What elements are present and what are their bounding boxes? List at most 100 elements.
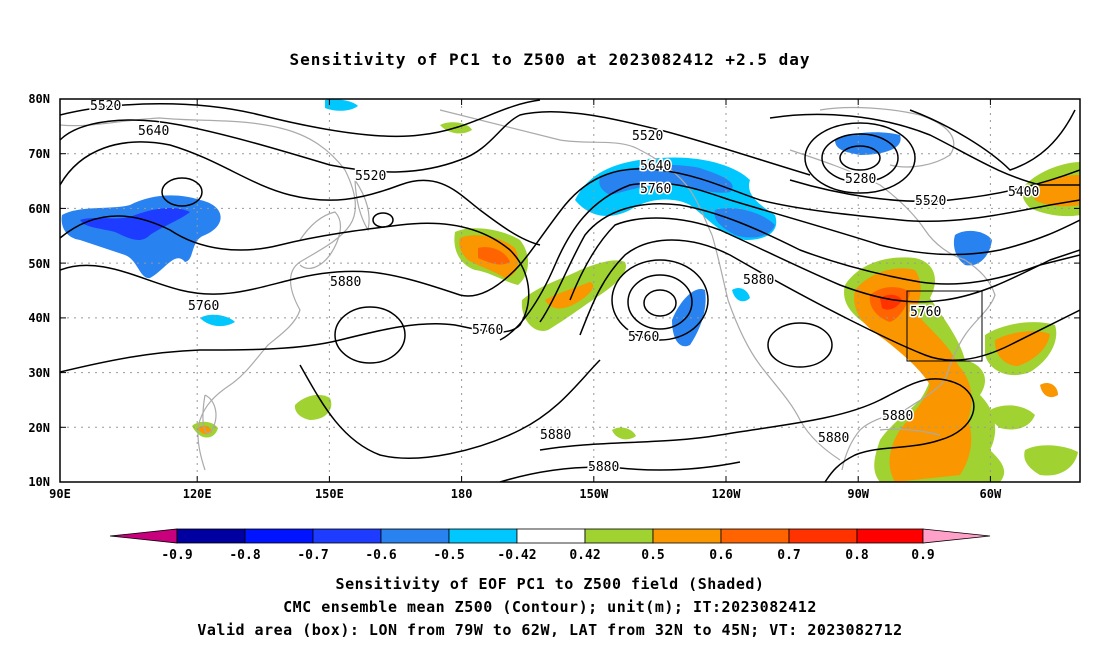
shade-negative-north <box>325 99 358 111</box>
colorbar-arrow-high <box>922 528 991 544</box>
colorbar-box <box>312 528 382 544</box>
contour-label: 5760 <box>472 323 503 338</box>
colorbar-tick: -0.6 <box>365 548 396 563</box>
colorbar-tick: -0.9 <box>161 548 192 563</box>
colorbar-tick: -0.8 <box>229 548 260 563</box>
colorbar-box <box>244 528 314 544</box>
map-title: Sensitivity of PC1 to Z500 at 2023082412… <box>289 50 811 69</box>
footer-valid-area: Valid area (box): LON from 79W to 62W, L… <box>197 621 903 639</box>
contour-labels: 5520 5640 5520 5520 5640 5760 5280 5400 … <box>89 98 1041 477</box>
colorbar-box <box>380 528 450 544</box>
colorbar-arrow-low <box>109 528 178 544</box>
colorbar-box <box>516 528 586 544</box>
colorbar-tick: 0.7 <box>777 548 800 563</box>
coastlines <box>60 106 996 471</box>
tick-marks <box>60 98 1080 483</box>
contour-line <box>821 133 899 183</box>
colorbar-tick: 0.8 <box>845 548 869 563</box>
lon-label: 120W <box>712 487 742 501</box>
contour-line <box>60 110 811 176</box>
contour-label: 5880 <box>743 273 774 288</box>
lon-label: 90W <box>847 487 869 501</box>
sensitivity-shading <box>61 99 1080 482</box>
contour-line <box>611 259 709 341</box>
coast-na-west <box>711 234 841 461</box>
contour-line <box>643 289 677 317</box>
contour-line <box>499 461 741 482</box>
lat-labels: 80N 70N 60N 50N 40N 30N 20N 10N <box>28 92 50 489</box>
shade-positive-pacific-band-core <box>545 282 594 309</box>
lon-labels: 90E 120E 150E 180 150W 120W 90W 60W <box>49 487 1002 501</box>
shade-positive-gulf-core <box>1040 383 1058 398</box>
lat-label: 40N <box>28 311 50 325</box>
shade-negative-greenland <box>835 132 901 155</box>
lon-label: 60W <box>980 487 1002 501</box>
lon-label: 180 <box>451 487 473 501</box>
contour-line <box>499 182 1080 341</box>
contour-line <box>767 322 833 368</box>
contour-label: 5880 <box>588 460 619 475</box>
box-contour-label: 5760 <box>910 305 941 320</box>
contour-line <box>579 239 1080 361</box>
contour-label: 5520 <box>90 99 121 114</box>
plot-frame <box>59 98 1081 483</box>
shade-positive-east-core <box>854 268 972 482</box>
shade-negative-hudson <box>953 230 992 266</box>
contour-line <box>539 203 1080 323</box>
contour-line <box>569 217 1080 303</box>
contour-label: 5640 <box>640 159 671 174</box>
colorbar-tick: 0.6 <box>709 548 733 563</box>
coast-japan <box>299 211 342 269</box>
shade-negative-westcoast <box>672 289 706 347</box>
colorbar-tick: -0.7 <box>297 548 328 563</box>
contour-line <box>769 113 1080 186</box>
coast-kamchatka <box>354 179 370 232</box>
shade-positive-green-bits4 <box>612 427 636 440</box>
contour-line <box>60 141 541 246</box>
contour-label: 5640 <box>138 124 169 139</box>
contour-line <box>161 177 203 207</box>
contour-line <box>299 359 601 459</box>
lon-label: 90E <box>49 487 71 501</box>
shade-negative-asia-core <box>80 208 190 241</box>
contour-line <box>60 99 541 138</box>
colorbar-box <box>584 528 654 544</box>
contour-line <box>60 215 530 373</box>
contour-label: 5760 <box>188 299 219 314</box>
contour-label: 5520 <box>632 129 663 144</box>
shade-positive-dateline-max <box>478 247 510 265</box>
coast-na-east <box>904 259 996 411</box>
lon-label: 120E <box>183 487 212 501</box>
colorbar <box>109 528 991 544</box>
shade-negative-small1 <box>200 314 235 327</box>
contour-line <box>627 274 693 330</box>
shade-negative-pacific-core <box>599 165 733 195</box>
contour-line <box>60 168 1080 297</box>
lat-label: 50N <box>28 257 50 271</box>
contour-label: 5400 <box>1008 185 1039 200</box>
shade-positive-atlantic-core <box>994 331 1050 366</box>
contour-label: 5520 <box>915 194 946 209</box>
colorbar-tick: -0.5 <box>433 548 464 563</box>
grid <box>60 99 1080 482</box>
contour-label: 5880 <box>882 409 913 424</box>
colorbar-box <box>788 528 858 544</box>
contour-label: 5760 <box>640 182 671 197</box>
coast-hudson <box>789 149 966 261</box>
coast-philippines <box>202 394 217 434</box>
contour-line <box>839 145 881 171</box>
contour-line <box>804 122 916 194</box>
contour-line <box>539 378 975 482</box>
contour-label: 5760 <box>628 330 659 345</box>
contour-label: 5880 <box>818 431 849 446</box>
lat-label: 30N <box>28 366 50 380</box>
lon-label: 150E <box>315 487 344 501</box>
colorbar-box <box>720 528 790 544</box>
contour-line <box>909 109 1076 171</box>
valid-area-box <box>906 290 983 362</box>
lat-label: 80N <box>28 92 50 106</box>
colorbar-tick: 0.5 <box>641 548 664 563</box>
lat-label: 10N <box>28 475 50 489</box>
lat-label: 20N <box>28 421 50 435</box>
